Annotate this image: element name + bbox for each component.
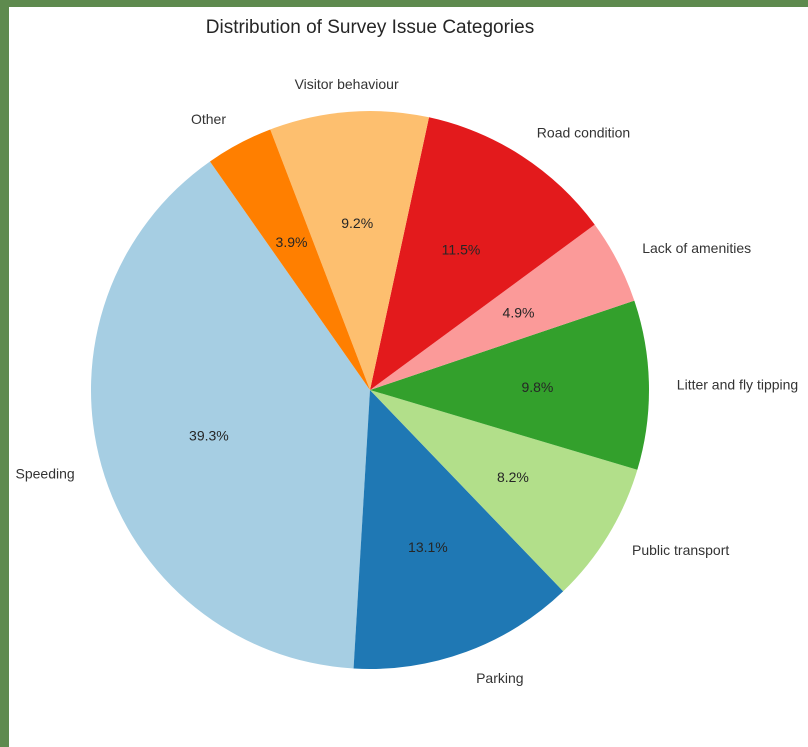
pie-slice-litter-and-fly-tipping bbox=[370, 300, 649, 470]
pie-slice-road-condition bbox=[370, 117, 595, 390]
pie-pct-label: 4.9% bbox=[503, 305, 535, 321]
chart-title: Distribution of Survey Issue Categories bbox=[205, 17, 535, 38]
chart-frame: Distribution of Survey Issue Categories … bbox=[9, 7, 808, 747]
pie-pct-label: 9.8% bbox=[521, 379, 553, 395]
pie-pct-label: 39.3% bbox=[189, 428, 229, 444]
pie-category-label: Road condition bbox=[537, 124, 630, 140]
pie-pct-label: 11.5% bbox=[442, 242, 481, 258]
pie-category-label: Litter and fly tipping bbox=[677, 377, 798, 393]
pie-slice-public-transport bbox=[370, 390, 638, 592]
pie-category-label: Visitor behaviour bbox=[295, 76, 399, 92]
pie-pct-label: 3.9% bbox=[276, 234, 308, 250]
pie-pct-label: 8.2% bbox=[497, 469, 529, 485]
pie-chart: 39.3% Speeding 13.1% Parking 8.2% Public tran… bbox=[16, 76, 799, 686]
pie-category-label: Lack of amenities bbox=[642, 240, 751, 256]
pie-slice-visitor-behaviour bbox=[270, 111, 429, 391]
pie-category-label: Other bbox=[191, 111, 226, 127]
pie-category-label: Public transport bbox=[632, 542, 729, 558]
pie-pct-label: 13.1% bbox=[408, 539, 448, 555]
pie-slice-parking bbox=[353, 390, 564, 670]
pie-slice-other bbox=[209, 129, 370, 390]
pie-slice-lack-of-amenities bbox=[370, 224, 635, 390]
pie-category-label: Parking bbox=[476, 670, 523, 686]
pie-pct-label: 9.2% bbox=[341, 215, 373, 231]
pie-slice-speeding bbox=[90, 161, 371, 669]
pie-category-label: Speeding bbox=[16, 466, 75, 482]
